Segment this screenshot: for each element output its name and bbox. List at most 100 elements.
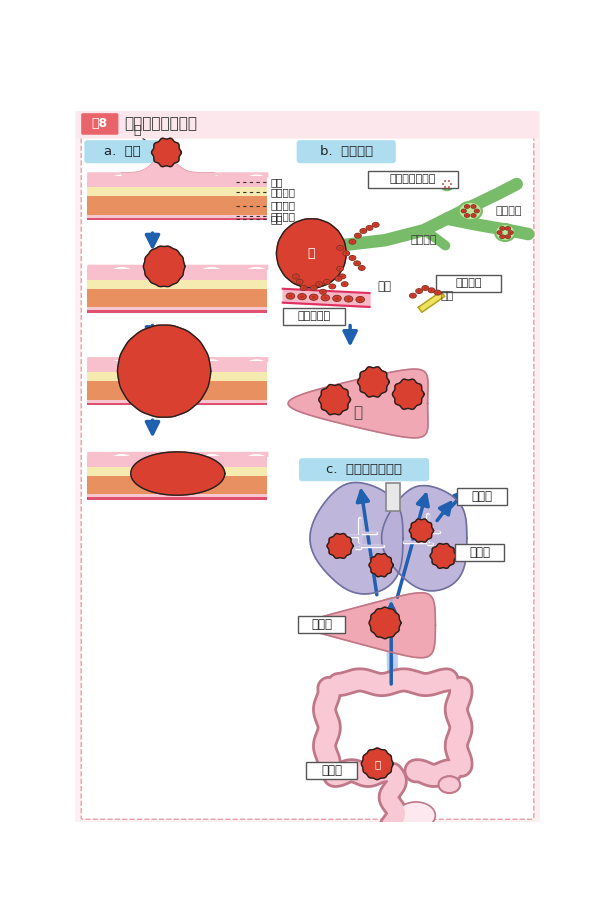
Ellipse shape — [338, 247, 341, 249]
Polygon shape — [369, 607, 401, 638]
Ellipse shape — [310, 294, 318, 300]
Ellipse shape — [321, 295, 329, 301]
Bar — [88, 381, 267, 399]
Ellipse shape — [316, 282, 323, 286]
Ellipse shape — [329, 284, 336, 289]
Ellipse shape — [471, 204, 476, 208]
FancyBboxPatch shape — [306, 762, 357, 779]
FancyBboxPatch shape — [368, 171, 458, 188]
Ellipse shape — [286, 293, 295, 299]
Text: 大腸癌の広がり方: 大腸癌の広がり方 — [125, 116, 197, 131]
Bar — [88, 288, 267, 307]
Ellipse shape — [430, 289, 433, 291]
Bar — [386, 482, 400, 511]
Text: 腹膜: 腹膜 — [441, 291, 454, 300]
Bar — [88, 176, 267, 187]
Ellipse shape — [310, 286, 317, 290]
Text: 血管: 血管 — [377, 280, 391, 293]
Ellipse shape — [507, 236, 509, 237]
Ellipse shape — [356, 262, 358, 264]
Ellipse shape — [366, 225, 373, 230]
Ellipse shape — [418, 290, 421, 292]
Ellipse shape — [444, 180, 446, 182]
Ellipse shape — [339, 274, 346, 279]
FancyBboxPatch shape — [283, 308, 344, 325]
Text: 粘膜下層: 粘膜下層 — [271, 187, 295, 197]
Ellipse shape — [335, 297, 338, 299]
FancyBboxPatch shape — [299, 458, 429, 481]
Bar — [88, 279, 267, 288]
Ellipse shape — [374, 224, 377, 226]
Text: c.  癌の血行性転移: c. 癌の血行性転移 — [326, 463, 402, 476]
Ellipse shape — [476, 210, 478, 212]
Bar — [88, 307, 267, 310]
Bar — [88, 310, 267, 312]
Text: 肝転移: 肝転移 — [311, 618, 332, 631]
Polygon shape — [304, 593, 436, 658]
Ellipse shape — [295, 275, 297, 277]
Ellipse shape — [362, 230, 365, 232]
Ellipse shape — [507, 227, 509, 229]
Polygon shape — [319, 384, 350, 415]
Ellipse shape — [349, 255, 356, 261]
Text: 大腸癌: 大腸癌 — [321, 764, 342, 777]
Ellipse shape — [464, 204, 470, 208]
Ellipse shape — [300, 286, 307, 290]
Ellipse shape — [332, 296, 341, 301]
Ellipse shape — [302, 286, 305, 289]
Ellipse shape — [356, 297, 364, 303]
Ellipse shape — [448, 180, 450, 182]
Text: 肺転移: 肺転移 — [469, 546, 490, 559]
Ellipse shape — [448, 187, 450, 188]
Ellipse shape — [298, 294, 307, 299]
Ellipse shape — [434, 290, 441, 295]
FancyBboxPatch shape — [81, 137, 534, 820]
Ellipse shape — [361, 267, 363, 269]
Bar — [88, 215, 267, 218]
Ellipse shape — [355, 233, 361, 238]
Ellipse shape — [463, 210, 465, 212]
Bar — [88, 218, 267, 220]
Polygon shape — [358, 367, 389, 397]
Ellipse shape — [343, 283, 346, 286]
Ellipse shape — [442, 179, 448, 183]
Ellipse shape — [505, 235, 511, 238]
Ellipse shape — [325, 281, 328, 283]
Ellipse shape — [444, 187, 446, 188]
Polygon shape — [409, 519, 434, 542]
Ellipse shape — [472, 214, 475, 216]
Ellipse shape — [331, 286, 334, 287]
Text: 全身へ: 全身へ — [472, 490, 493, 504]
Ellipse shape — [500, 226, 505, 230]
Ellipse shape — [313, 286, 315, 289]
Ellipse shape — [292, 274, 299, 279]
Text: 血行性転移: 血行性転移 — [297, 311, 330, 322]
Bar — [88, 403, 267, 405]
Polygon shape — [418, 291, 445, 312]
Ellipse shape — [495, 224, 515, 241]
FancyBboxPatch shape — [455, 544, 505, 561]
Polygon shape — [288, 369, 428, 438]
Ellipse shape — [356, 235, 359, 237]
Polygon shape — [369, 553, 393, 577]
Text: 癌: 癌 — [308, 247, 315, 260]
Ellipse shape — [338, 268, 341, 270]
Ellipse shape — [322, 291, 325, 293]
Ellipse shape — [337, 246, 343, 250]
Ellipse shape — [440, 177, 454, 190]
Polygon shape — [430, 543, 456, 568]
Polygon shape — [310, 482, 403, 594]
Ellipse shape — [499, 232, 500, 234]
Ellipse shape — [439, 776, 460, 793]
Ellipse shape — [337, 266, 343, 272]
Ellipse shape — [510, 232, 512, 234]
Text: 癌: 癌 — [133, 124, 141, 137]
Ellipse shape — [471, 213, 476, 217]
Polygon shape — [361, 748, 393, 780]
Ellipse shape — [442, 183, 444, 185]
Ellipse shape — [301, 296, 304, 298]
Ellipse shape — [360, 228, 367, 234]
Text: リンパ行性転移: リンパ行性転移 — [390, 175, 436, 185]
Text: 固有筋層: 固有筋層 — [271, 201, 295, 211]
Ellipse shape — [397, 802, 436, 829]
